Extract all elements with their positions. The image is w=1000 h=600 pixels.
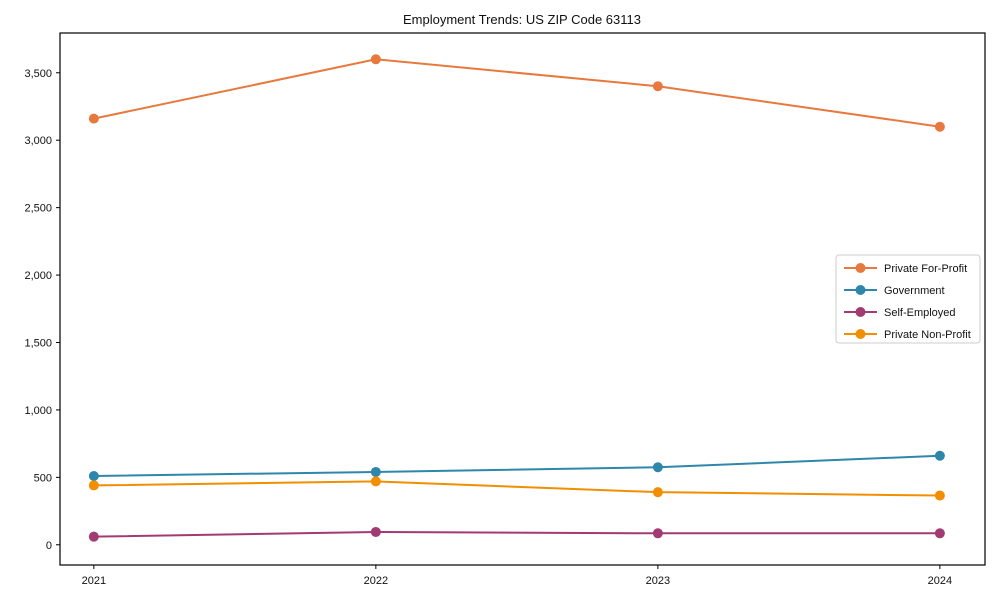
data-point-private-non-profit bbox=[370, 476, 381, 487]
data-point-self-employed bbox=[370, 526, 381, 537]
legend-marker-private-non-profit bbox=[855, 329, 866, 339]
x-tick-label: 2023 bbox=[646, 575, 670, 587]
y-tick-label: 1,000 bbox=[24, 405, 52, 417]
legend-label-self-employed: Self-Employed bbox=[884, 307, 956, 319]
y-tick-label: 2,000 bbox=[24, 270, 52, 282]
y-tick-label: 2,500 bbox=[24, 203, 52, 215]
data-point-private-for-profit bbox=[934, 121, 945, 132]
y-tick-label: 500 bbox=[34, 472, 52, 484]
data-point-private-for-profit bbox=[88, 113, 99, 124]
data-point-government bbox=[370, 466, 381, 477]
legend-box bbox=[835, 254, 981, 344]
x-tick-label: 2021 bbox=[82, 575, 106, 587]
x-tick-label: 2024 bbox=[928, 575, 952, 587]
series-line-private-for-profit bbox=[93, 58, 941, 128]
data-point-private-non-profit bbox=[652, 487, 663, 498]
series-line-self-employed bbox=[93, 530, 940, 538]
series-line-government bbox=[93, 454, 940, 477]
plot-border bbox=[59, 32, 986, 566]
y-tick-label: 3,500 bbox=[24, 68, 52, 80]
data-point-government bbox=[934, 450, 945, 461]
y-tick-label: 0 bbox=[46, 540, 52, 552]
legend-label-private-for-profit: Private For-Profit bbox=[884, 263, 967, 275]
chart-title: Employment Trends: US ZIP Code 63113 bbox=[403, 12, 641, 27]
y-tick-label: 3,000 bbox=[24, 135, 52, 147]
data-point-self-employed bbox=[934, 528, 945, 539]
legend-label-private-non-profit: Private Non-Profit bbox=[884, 329, 971, 341]
data-point-government bbox=[88, 470, 99, 481]
legend-marker-private-for-profit bbox=[855, 263, 866, 273]
legend-marker-government bbox=[855, 285, 866, 295]
data-point-private-for-profit bbox=[652, 81, 663, 92]
data-point-private-for-profit bbox=[370, 54, 381, 65]
legend-label-government: Government bbox=[884, 285, 945, 297]
series-line-private-non-profit bbox=[93, 480, 940, 497]
x-tick-label: 2022 bbox=[364, 575, 388, 587]
legend-marker-self-employed bbox=[855, 307, 866, 317]
plot-area: 0 500 1,000 1,500 2,000 2,500 3,000 3,500 2021 20… bbox=[24, 32, 986, 587]
data-point-self-employed bbox=[88, 531, 99, 542]
y-tick-label: 1,500 bbox=[24, 337, 52, 349]
data-point-government bbox=[652, 462, 663, 473]
data-point-self-employed bbox=[652, 528, 663, 539]
data-point-private-non-profit bbox=[934, 490, 945, 501]
data-point-private-non-profit bbox=[88, 480, 99, 491]
